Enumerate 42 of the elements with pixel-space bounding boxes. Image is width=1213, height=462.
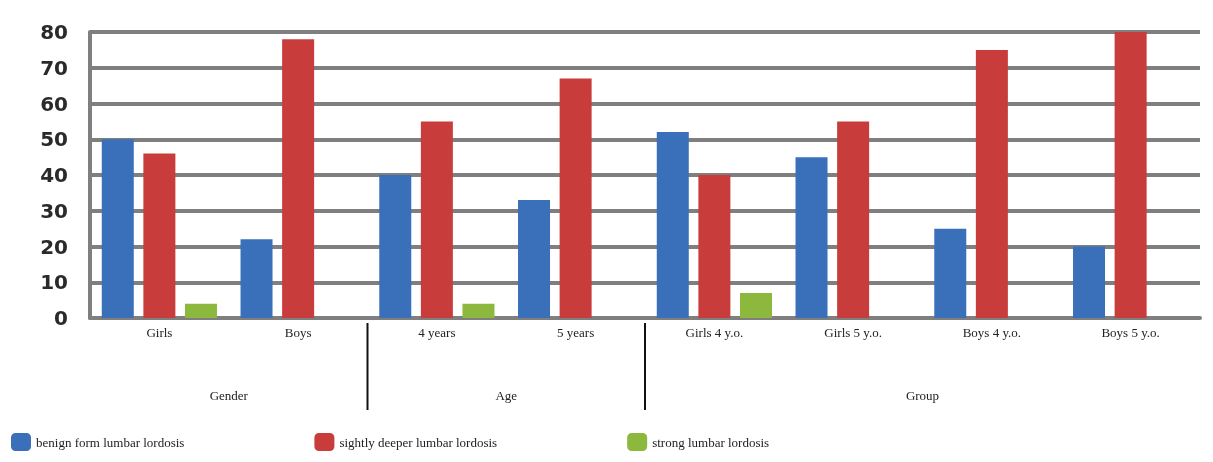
bar — [837, 121, 870, 318]
y-tick-label: 60 — [40, 91, 68, 116]
text: Age — [495, 387, 518, 403]
bar — [184, 303, 217, 318]
legend-label: benign form lumbar lordosis — [36, 434, 185, 450]
legend-label: strong lumbar lordosis — [652, 434, 770, 450]
bar — [795, 157, 828, 318]
bar — [559, 78, 592, 318]
y-tick-label: 10 — [40, 270, 68, 295]
bar — [518, 200, 551, 318]
y-tick-label: 70 — [40, 55, 68, 80]
y-tick-label: 80 — [40, 20, 68, 44]
bar — [656, 132, 689, 318]
bar — [975, 49, 1008, 318]
text: Gender — [209, 387, 249, 403]
bar — [282, 39, 315, 318]
bar — [420, 121, 453, 318]
y-tick-label: 30 — [40, 198, 68, 223]
legend-label: sightly deeper lumbar lordosis — [339, 434, 498, 450]
y-tick-label: 20 — [40, 234, 68, 259]
x-tick-label: Boys 5 y.o. — [1101, 325, 1160, 340]
bar — [143, 153, 176, 318]
x-tick-label: 5 years — [557, 325, 595, 340]
x-tick-label: Girls — [146, 325, 173, 340]
y-tick-label: 50 — [40, 127, 68, 152]
bar — [1073, 246, 1106, 318]
bar — [240, 239, 273, 318]
bar — [462, 303, 495, 318]
y-tick-label: 0 — [54, 306, 68, 330]
x-tick-label: 4 years — [418, 325, 456, 340]
x-tick-label: Boys — [284, 325, 312, 340]
bar — [698, 175, 731, 318]
text: Group — [905, 387, 940, 403]
x-tick-label: Boys 4 y.o. — [962, 325, 1022, 340]
bar — [379, 175, 412, 318]
x-tick-label: Girls 5 y.o. — [824, 325, 882, 340]
bar — [739, 292, 772, 318]
x-tick-label: Girls 4 y.o. — [685, 325, 744, 340]
y-tick-label: 40 — [40, 163, 68, 187]
bar — [934, 228, 967, 318]
bar — [1114, 32, 1147, 318]
bar — [101, 139, 134, 318]
